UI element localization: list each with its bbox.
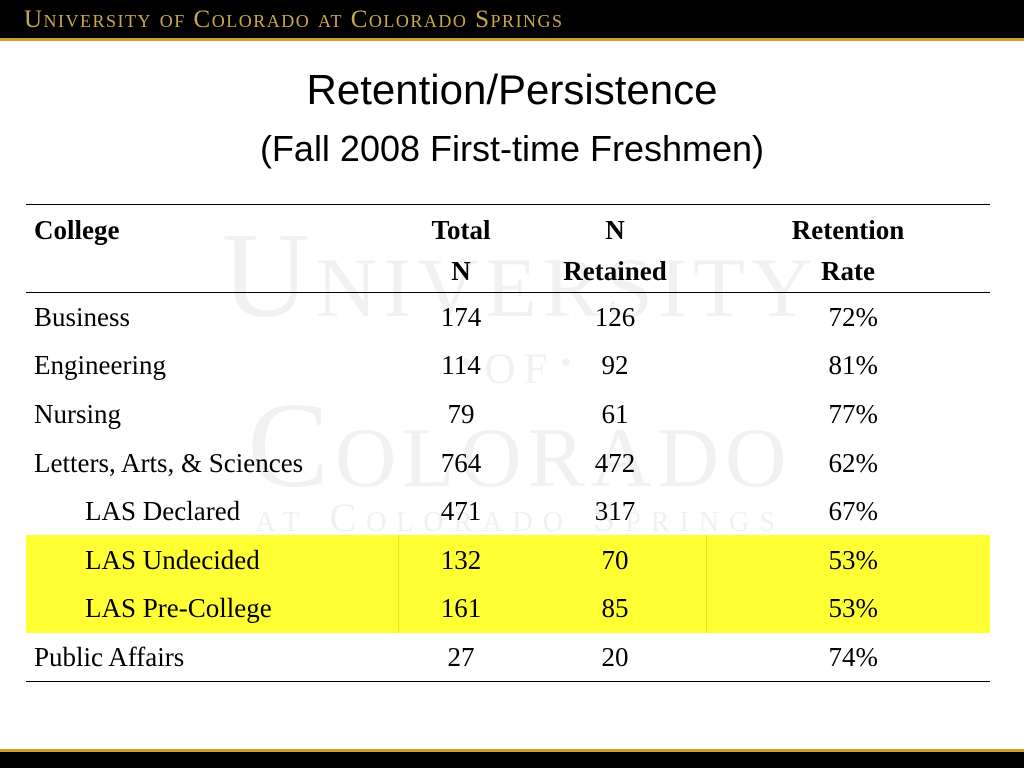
- table-row: Business 174 126 72%: [26, 293, 990, 342]
- university-name: University of Colorado at Colorado Sprin…: [24, 6, 564, 33]
- table-row: Nursing 79 61 77%: [26, 390, 990, 439]
- n-retained-cell: 61: [601, 398, 629, 429]
- slide-title: Retention/Persistence: [306, 66, 718, 113]
- header-banner: University of Colorado at Colorado Sprin…: [0, 0, 1024, 38]
- total-n-cell: 764: [440, 447, 482, 478]
- footer-gold-rule: [0, 749, 1024, 752]
- total-n-cell: 27: [447, 641, 475, 672]
- header-retained-line1: N: [605, 215, 625, 245]
- n-retained-cell: 472: [594, 447, 636, 478]
- retention-rate-value: 67%: [828, 496, 879, 527]
- retention-rate-cell: 77%: [706, 390, 990, 439]
- retention-rate-cell: 62%: [706, 438, 990, 487]
- column-header-retention-rate: Retention Rate: [706, 205, 990, 293]
- retention-rate-value: 72%: [828, 302, 879, 333]
- retention-rate-value: 77%: [828, 398, 879, 429]
- slide-subtitle: (Fall 2008 First-time Freshmen): [259, 128, 765, 169]
- column-header-college: College: [26, 205, 398, 293]
- n-retained-cell: 70: [524, 535, 706, 585]
- n-retained-cell: 126: [594, 302, 636, 333]
- college-cell: LAS Declared: [85, 496, 241, 527]
- header-rate-line1: Retention: [791, 215, 905, 245]
- table-row: Public Affairs 27 20 74%: [26, 633, 990, 682]
- total-n-cell: 79: [447, 398, 475, 429]
- retention-rate-value: 62%: [828, 447, 879, 478]
- college-cell: Public Affairs: [34, 641, 185, 672]
- retention-rate-cell: 53%: [706, 584, 990, 633]
- retention-rate-cell: 74%: [706, 633, 990, 682]
- n-retained-cell: 20: [601, 641, 629, 672]
- header-total-line2: N: [451, 256, 471, 286]
- table-row: Engineering 114 92 81%: [26, 341, 990, 390]
- college-cell: LAS Undecided: [26, 535, 398, 585]
- college-cell: Engineering: [34, 350, 166, 381]
- n-retained-cell: 317: [594, 496, 636, 527]
- header-gold-rule: [0, 38, 1024, 41]
- header-college-label: College: [34, 215, 120, 245]
- n-retained-cell: 85: [524, 584, 706, 633]
- total-n-cell: 114: [441, 350, 481, 381]
- footer-bar: [0, 752, 1024, 768]
- header-rate-line2: Rate: [821, 256, 875, 286]
- table-row-highlighted: LAS Pre-College 161 85 53%: [26, 584, 990, 633]
- header-retained-line2: Retained: [563, 256, 667, 286]
- college-cell: Business: [34, 302, 131, 333]
- retention-rate-cell: 67%: [706, 487, 990, 536]
- retention-rate-value: 53%: [828, 593, 879, 624]
- retention-rate-cell: 81%: [706, 341, 990, 390]
- total-n-cell: 471: [440, 496, 482, 527]
- college-cell: Letters, Arts, & Sciences: [34, 447, 304, 478]
- retention-rate-cell: 53%: [706, 535, 990, 585]
- retention-table: College Total N N Retained Retention Rat…: [26, 204, 990, 682]
- column-header-n-retained: N Retained: [524, 205, 706, 293]
- total-n-cell: 132: [398, 535, 524, 585]
- table-row: LAS Declared 471 317 67%: [26, 487, 990, 536]
- table-row: Letters, Arts, & Sciences 764 472 62%: [26, 438, 990, 487]
- retention-rate-cell: 72%: [706, 293, 990, 342]
- table-header-row: College Total N N Retained Retention Rat…: [26, 204, 990, 293]
- retention-rate-value: 53%: [828, 544, 879, 575]
- column-header-total-n: Total N: [398, 205, 524, 293]
- header-total-line1: Total: [431, 215, 491, 245]
- retention-rate-value: 74%: [828, 641, 879, 672]
- total-n-cell: 161: [398, 584, 524, 633]
- college-cell: LAS Pre-College: [26, 584, 398, 633]
- total-n-cell: 174: [440, 302, 482, 333]
- table-row-highlighted: LAS Undecided 132 70 53%: [26, 535, 990, 585]
- retention-rate-value: 81%: [828, 350, 879, 381]
- college-cell: Nursing: [34, 398, 121, 429]
- n-retained-cell: 92: [601, 350, 629, 381]
